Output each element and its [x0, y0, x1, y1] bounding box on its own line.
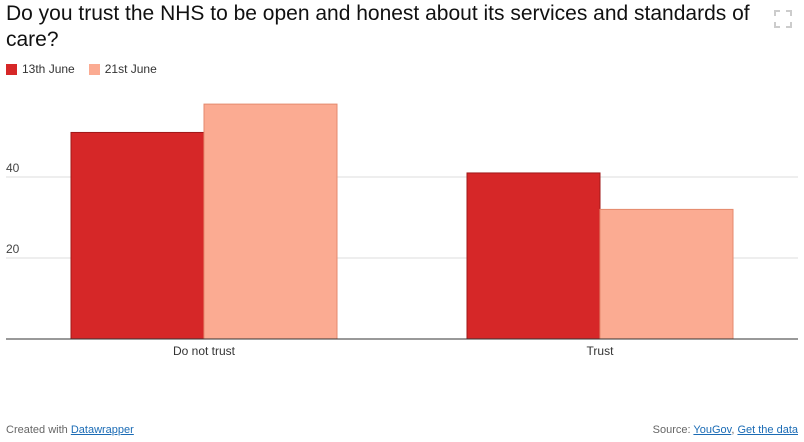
- legend-swatch: [88, 63, 100, 75]
- bar[interactable]: [70, 131, 205, 340]
- expand-icon[interactable]: [774, 10, 792, 28]
- legend: 13th June 21st June: [6, 62, 171, 76]
- y-tick-label: 20: [6, 242, 20, 256]
- yougov-link[interactable]: YouGov: [693, 424, 732, 436]
- footer-source: Source: YouGov, Get the data: [653, 424, 798, 436]
- x-tick-label: Do not trust: [173, 344, 236, 358]
- credit-prefix: Created with: [6, 424, 68, 436]
- footer-credit: Created with Datawrapper: [6, 424, 134, 436]
- legend-swatch: [6, 63, 17, 75]
- bar[interactable]: [466, 172, 601, 340]
- y-tick-label: 40: [6, 161, 20, 175]
- legend-item-21st-june[interactable]: 21st June: [88, 62, 157, 76]
- get-the-data-link[interactable]: Get the data: [737, 424, 798, 436]
- legend-label: 13th June: [22, 62, 75, 76]
- bar-chart: 20 40 Do not trust Trust: [6, 103, 798, 358]
- legend-item-13th-june[interactable]: 13th June: [6, 62, 75, 76]
- source-prefix: Source:: [652, 424, 691, 436]
- legend-label: 21st June: [104, 62, 157, 76]
- bar[interactable]: [203, 103, 338, 340]
- datawrapper-link[interactable]: Datawrapper: [70, 424, 134, 436]
- source-separator: ,: [731, 424, 735, 436]
- chart-title: Do you trust the NHS to be open and hone…: [6, 2, 750, 51]
- bar[interactable]: [599, 208, 734, 340]
- x-tick-label: Trust: [587, 344, 615, 358]
